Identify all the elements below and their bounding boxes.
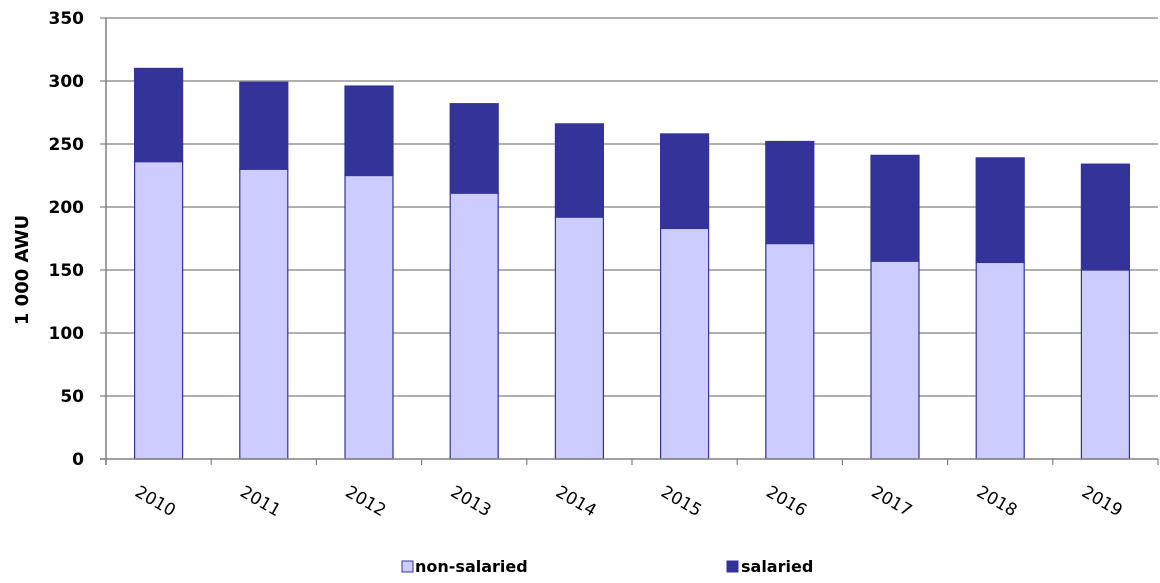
x-tick-labels: 2010 2011 2012 2013 2014 2015 2016 2017 2018 2019: [131, 482, 1125, 521]
axes: [100, 17, 1159, 465]
bar-non-salaried-2017: [870, 260, 920, 460]
x-tick-label: 2014: [552, 482, 599, 521]
bar-salaried-2010: [134, 67, 184, 163]
legend-swatch-non-salaried: [401, 560, 414, 573]
y-tick-label: 200: [49, 198, 85, 218]
bar-non-salaried-2018: [975, 261, 1025, 460]
legend: non-salaried salaried: [401, 557, 813, 576]
legend-label-salaried: salaried: [741, 557, 813, 576]
bar-salaried-2018: [975, 157, 1025, 264]
x-tick-label: 2018: [973, 482, 1020, 521]
y-tick-label: 150: [49, 261, 85, 281]
bar-salaried-2016: [765, 140, 815, 245]
y-tick-label: 250: [49, 135, 85, 155]
bar-non-salaried-2019: [1080, 269, 1131, 460]
y-tick-label: 100: [49, 324, 85, 344]
bar-non-salaried-2010: [134, 161, 184, 460]
legend-swatch-salaried: [726, 560, 739, 573]
y-tick-label: 0: [72, 450, 84, 470]
bar-salaried-2014: [554, 123, 605, 218]
y-tick-label: 350: [49, 9, 85, 29]
x-tick-label: 2010: [131, 482, 178, 521]
bar-salaried-2011: [239, 81, 289, 170]
y-tick-labels: 0 50 100 150 200 250 300 350: [49, 9, 85, 470]
x-tick-label: 2016: [763, 482, 810, 521]
y-tick-label: 50: [60, 387, 84, 407]
x-tick-label: 2017: [868, 482, 915, 521]
bar-non-salaried-2013: [449, 192, 499, 460]
bars: [134, 67, 1131, 460]
legend-label-non-salaried: non-salaried: [415, 557, 528, 576]
x-tick-label: 2019: [1078, 482, 1125, 521]
y-tick-label: 300: [49, 72, 85, 92]
x-tick-label: 2011: [237, 482, 284, 521]
x-tick-label: 2013: [447, 482, 494, 521]
bar-salaried-2019: [1080, 163, 1131, 271]
bar-salaried-2013: [449, 103, 499, 194]
bar-salaried-2017: [870, 154, 920, 262]
x-tick-label: 2012: [342, 482, 389, 521]
legend-item-non-salaried: non-salaried: [401, 557, 528, 576]
bar-salaried-2012: [344, 85, 394, 177]
bar-non-salaried-2014: [554, 216, 605, 460]
bar-non-salaried-2015: [659, 227, 710, 460]
bar-non-salaried-2012: [344, 174, 394, 460]
y-axis-title: 1 000 AWU: [12, 215, 33, 325]
x-tick-label: 2015: [657, 482, 704, 521]
bar-salaried-2015: [659, 133, 710, 230]
legend-item-salaried: salaried: [726, 557, 813, 576]
bar-non-salaried-2011: [239, 168, 289, 460]
bar-non-salaried-2016: [765, 242, 815, 460]
